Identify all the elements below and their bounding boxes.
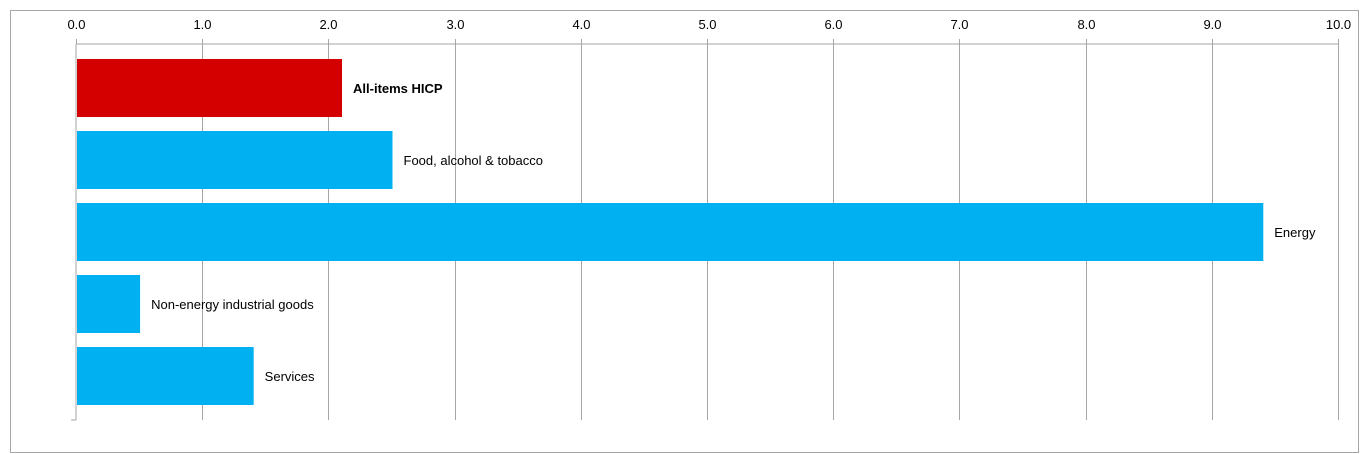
- x-tick-label: 3.0: [446, 17, 464, 32]
- x-tick-label: 4.0: [572, 17, 590, 32]
- x-tick-label: 6.0: [824, 17, 842, 32]
- x-tick-label: 1.0: [193, 17, 211, 32]
- x-tick-label: 5.0: [698, 17, 716, 32]
- bar-label: Food, alcohol & tobacco: [404, 153, 543, 168]
- x-tick-label: 10.0: [1326, 17, 1351, 32]
- bar-label: Energy: [1274, 225, 1316, 240]
- x-axis-ticks: 0.0 1.0 2.0 3.0 4.0 5.0 6.0 7.0 8.0 9.0 10.0: [67, 17, 1351, 44]
- x-tick-label: 2.0: [319, 17, 337, 32]
- bar-label: Services: [265, 369, 315, 384]
- bar: [77, 275, 141, 333]
- x-tick-label: 8.0: [1077, 17, 1095, 32]
- bar-label: Non-energy industrial goods: [151, 297, 314, 312]
- bar: [77, 347, 254, 405]
- bar: [77, 59, 343, 117]
- bar: [77, 131, 393, 189]
- bar-labels: All-items HICP Food, alcohol & tobacco Ene…: [151, 81, 1316, 384]
- x-tick-label: 9.0: [1203, 17, 1221, 32]
- x-tick-label: 7.0: [950, 17, 968, 32]
- x-tick-label: 0.0: [67, 17, 85, 32]
- bars: [77, 59, 1264, 405]
- bar: [77, 203, 1264, 261]
- bar-label: All-items HICP: [353, 81, 443, 96]
